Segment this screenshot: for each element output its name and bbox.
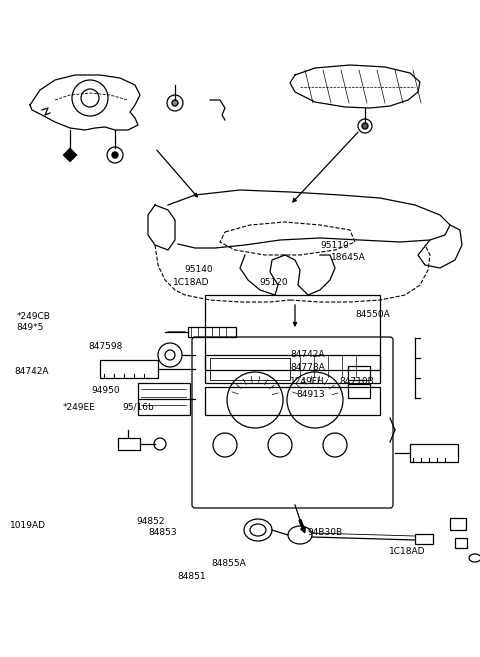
Text: 84742A: 84742A <box>14 367 49 376</box>
Bar <box>100 360 158 378</box>
Text: 847598: 847598 <box>89 342 123 351</box>
Bar <box>118 438 140 450</box>
Text: 84778A: 84778A <box>290 363 324 373</box>
Text: 1249FH: 1249FH <box>290 376 324 386</box>
Text: 84853: 84853 <box>149 528 178 537</box>
Bar <box>205 387 380 415</box>
Bar <box>415 534 433 544</box>
Text: 94B30B: 94B30B <box>307 528 342 537</box>
Text: 849*5: 849*5 <box>17 323 44 332</box>
Bar <box>188 327 236 337</box>
Text: 1019AD: 1019AD <box>10 521 46 530</box>
Text: *249CB: *249CB <box>17 311 51 321</box>
Text: 95140: 95140 <box>185 265 214 274</box>
Bar <box>205 355 380 383</box>
Text: 1C18AD: 1C18AD <box>173 278 209 287</box>
Bar <box>348 384 370 398</box>
Bar <box>455 538 467 548</box>
Bar <box>205 295 380 370</box>
Text: 94852: 94852 <box>137 516 165 526</box>
Text: 84913: 84913 <box>297 390 325 399</box>
Text: 95/16b: 95/16b <box>122 403 154 412</box>
Text: 95110: 95110 <box>321 240 349 250</box>
Text: 84710B: 84710B <box>339 376 373 386</box>
Text: 1C18AD: 1C18AD <box>389 547 425 556</box>
Bar <box>410 444 458 462</box>
Text: 95120: 95120 <box>259 278 288 287</box>
Bar <box>210 358 290 380</box>
Text: 94950: 94950 <box>91 386 120 396</box>
Text: 84851: 84851 <box>178 572 206 581</box>
Text: 84550A: 84550A <box>355 309 390 319</box>
Bar <box>348 366 370 380</box>
Text: 84742A: 84742A <box>290 350 324 359</box>
Text: 84855A: 84855A <box>211 558 246 568</box>
Bar <box>138 383 190 415</box>
Polygon shape <box>63 148 77 162</box>
Circle shape <box>172 100 178 106</box>
Text: *249EE: *249EE <box>62 403 95 412</box>
Text: 18645A: 18645A <box>331 253 366 262</box>
Circle shape <box>362 123 368 129</box>
Bar <box>450 518 466 530</box>
FancyArrow shape <box>299 520 305 533</box>
Circle shape <box>112 152 118 158</box>
